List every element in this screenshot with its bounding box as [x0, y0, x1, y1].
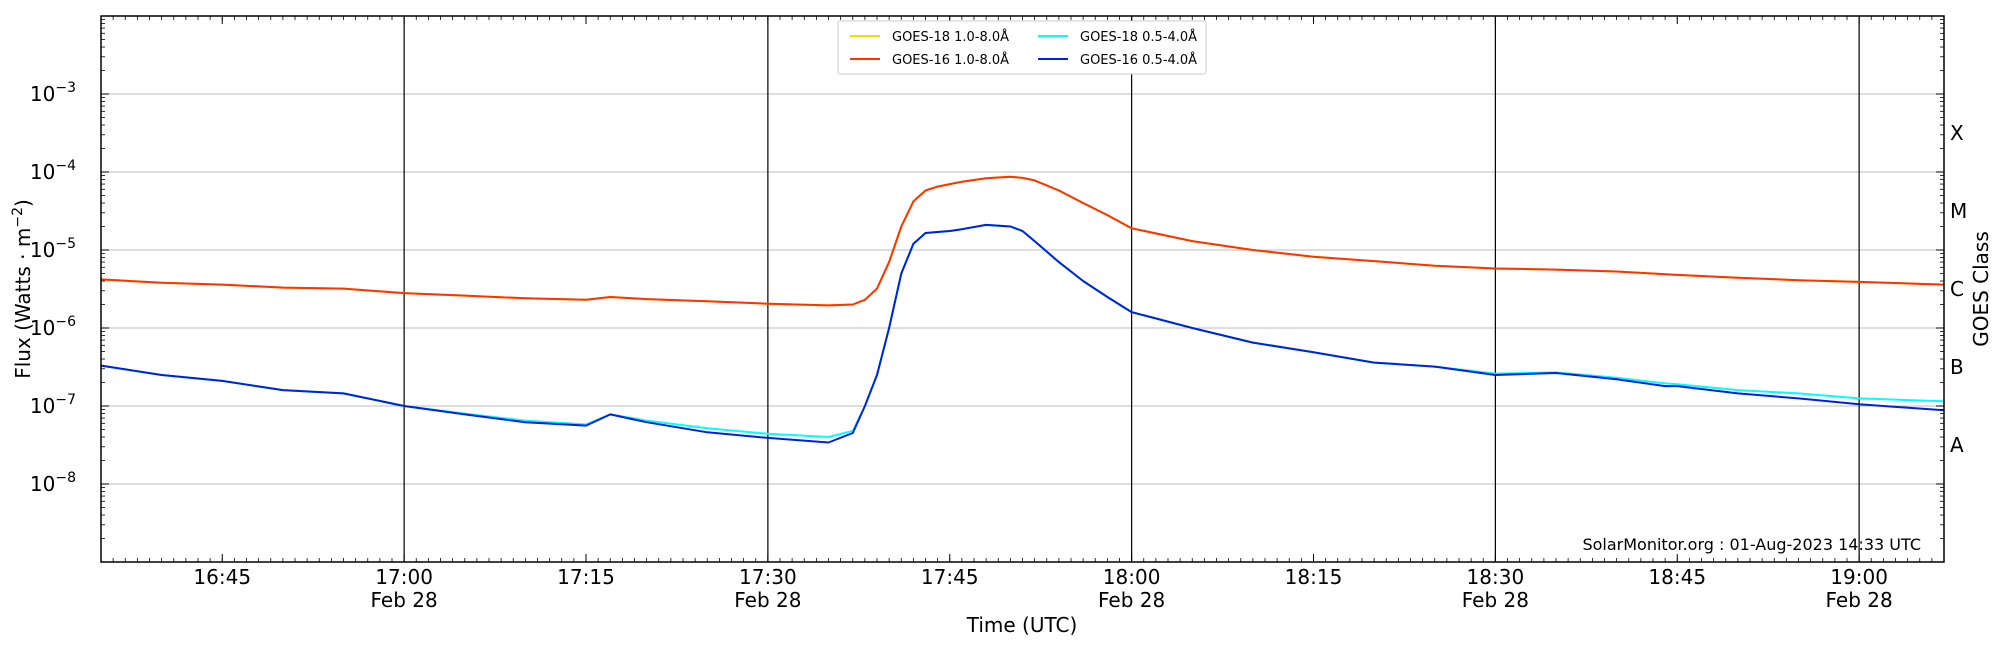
series-lines	[100, 175, 1945, 444]
legend-entry-label: GOES-18 1.0-8.0Å	[892, 29, 1009, 45]
y-tick-label: 10−6	[30, 314, 76, 340]
x-tick-label: 18:30	[1467, 565, 1525, 589]
y-tick-label: 10−8	[30, 470, 76, 496]
series-line-1	[100, 223, 1945, 438]
legend-box	[837, 20, 1207, 75]
x-tick-label: 18:00	[1103, 565, 1161, 589]
x-tick-date-label: Feb 28	[734, 588, 801, 612]
series-line-2	[100, 175, 1945, 307]
goes-class-label: X	[1950, 121, 1964, 145]
y-axis-label: Flux (Watts · m−2)	[10, 199, 35, 379]
x-tick-date-label: Feb 28	[1098, 588, 1165, 612]
x-tick-date-label: Feb 28	[1826, 588, 1893, 612]
goes-class-axis-label: GOES Class	[1969, 231, 1993, 347]
plot-frame	[100, 15, 1945, 563]
series-line-0	[100, 175, 1945, 307]
x-tick-label: 18:15	[1285, 565, 1343, 589]
x-axis-label: Time (UTC)	[966, 613, 1078, 637]
goes-class-label: A	[1950, 433, 1964, 457]
x-tick-label: 16:45	[193, 565, 251, 589]
goes-class-label: C	[1950, 277, 1964, 301]
credit-text: SolarMonitor.org : 01-Aug-2023 14:33 UTC	[1582, 535, 1921, 554]
axis-ticks	[100, 16, 1945, 562]
y-tick-label: 10−3	[30, 80, 76, 106]
x-tick-label: 18:45	[1648, 565, 1706, 589]
goes-class-label: B	[1950, 355, 1964, 379]
legend-entry-label: GOES-16 0.5-4.0Å	[1080, 52, 1197, 68]
grid-lines	[101, 16, 1944, 562]
series-line-3	[100, 223, 1945, 444]
legend-entry-label: GOES-16 1.0-8.0Å	[892, 52, 1009, 68]
x-tick-label: 17:15	[557, 565, 615, 589]
goes-class-label: M	[1950, 199, 1967, 223]
legend-entry-label: GOES-18 0.5-4.0Å	[1080, 29, 1197, 45]
y-tick-label: 10−7	[30, 392, 76, 418]
x-tick-label: 17:45	[921, 565, 979, 589]
y-tick-label: 10−5	[30, 236, 76, 262]
legend: GOES-18 1.0-8.0Å GOES-16 1.0-8.0Å GOES-18 …	[837, 20, 1207, 75]
x-tick-label: 17:00	[375, 565, 433, 589]
x-tick-label: 19:00	[1830, 565, 1888, 589]
x-tick-label: 17:30	[739, 565, 797, 589]
y-tick-label: 10−4	[30, 158, 76, 184]
x-tick-date-label: Feb 28	[371, 588, 438, 612]
x-tick-date-label: Feb 28	[1462, 588, 1529, 612]
